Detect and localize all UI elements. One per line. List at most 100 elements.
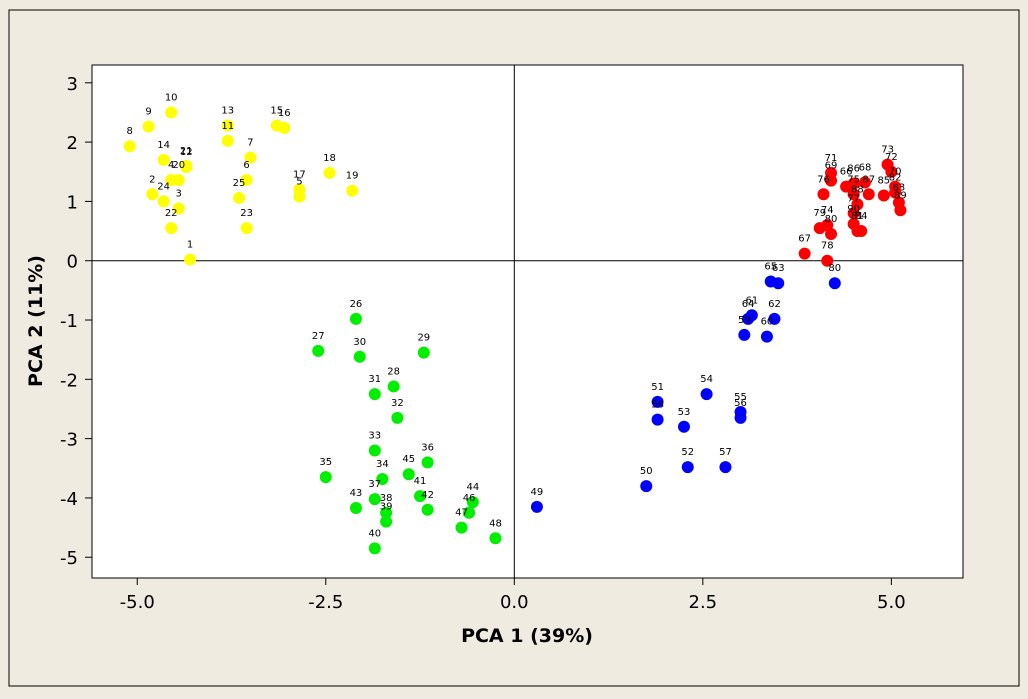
point-label-49: 49: [531, 487, 544, 498]
point-label-14: 14: [157, 140, 170, 151]
yellow-point-10: [165, 106, 178, 119]
blue-point-50: [640, 480, 653, 493]
point-label-2: 2: [149, 174, 155, 185]
red-point-68: [858, 176, 871, 189]
point-label-38: 38: [380, 493, 393, 504]
plot-area: [91, 64, 964, 579]
point-label-58: 58: [651, 400, 664, 411]
green-point-40: [368, 542, 381, 555]
point-label-65: 65: [764, 261, 777, 272]
point-label-86: 86: [847, 164, 860, 175]
green-point-34: [376, 472, 389, 485]
point-label-30: 30: [353, 337, 366, 348]
point-label-88: 88: [851, 184, 864, 195]
point-label-73: 73: [881, 145, 894, 156]
point-label-56: 56: [734, 398, 747, 409]
yellow-point-23: [240, 222, 253, 235]
green-point-30: [353, 350, 366, 363]
yellow-point-20: [172, 174, 185, 187]
point-label-63: 63: [772, 263, 785, 274]
green-point-27: [312, 344, 325, 357]
point-label-45: 45: [402, 454, 415, 465]
point-label-10: 10: [165, 92, 178, 103]
y-tick-label: -3: [60, 430, 78, 451]
point-label-77: 77: [847, 193, 860, 204]
point-label-62: 62: [768, 299, 781, 310]
point-label-25: 25: [233, 178, 246, 189]
green-point-36: [421, 456, 434, 469]
red-point-85: [877, 189, 890, 202]
point-label-43: 43: [350, 488, 363, 499]
point-label-22: 22: [165, 208, 178, 219]
green-point-46: [463, 506, 476, 519]
blue-point-53: [677, 420, 690, 433]
point-label-72: 72: [885, 152, 898, 163]
yellow-point-24: [157, 195, 170, 208]
red-point-67: [798, 247, 811, 260]
red-point-89: [894, 204, 907, 217]
point-label-23: 23: [240, 208, 253, 219]
point-label-70: 70: [889, 167, 902, 178]
yellow-point-16: [278, 121, 291, 134]
yellow-point-9: [142, 120, 155, 133]
red-point-84: [855, 225, 868, 238]
point-label-26: 26: [350, 299, 363, 310]
point-label-27: 27: [312, 331, 325, 342]
yellow-point-1: [184, 253, 197, 266]
point-label-31: 31: [368, 374, 381, 385]
yellow-point-2: [146, 188, 159, 201]
point-label-8: 8: [127, 126, 133, 137]
green-point-38: [380, 506, 393, 519]
point-label-36: 36: [421, 442, 434, 453]
blue-point-80: [828, 277, 841, 290]
red-point-80: [825, 228, 838, 241]
point-label-9: 9: [145, 107, 151, 118]
point-label-39: 39: [380, 502, 393, 513]
point-label-69: 69: [825, 161, 838, 172]
green-point-28: [387, 380, 400, 393]
point-label-17: 17: [293, 170, 306, 181]
point-label-47: 47: [455, 508, 468, 519]
yellow-point-8: [123, 140, 136, 153]
green-point-26: [349, 312, 362, 325]
point-label-84: 84: [855, 211, 868, 222]
point-label-32: 32: [391, 398, 404, 409]
green-point-29: [417, 346, 430, 359]
reference-lines: [92, 65, 963, 578]
point-label-75: 75: [847, 174, 860, 185]
point-label-59: 59: [738, 315, 751, 326]
red-point-78: [821, 254, 834, 267]
point-label-37: 37: [368, 479, 381, 490]
point-label-40: 40: [368, 528, 381, 539]
point-label-87: 87: [862, 174, 875, 185]
point-label-83: 83: [893, 183, 906, 194]
x-axis-title: PCA 1 (39%): [461, 625, 593, 647]
y-tick-label: 3: [67, 74, 78, 95]
point-label-13: 13: [221, 105, 234, 116]
point-label-4: 4: [168, 160, 174, 171]
blue-point-54: [700, 388, 713, 401]
point-label-46: 46: [463, 493, 476, 504]
green-point-32: [391, 411, 404, 424]
y-tick-label: -5: [60, 548, 78, 569]
blue-point-65: [764, 275, 777, 288]
yellow-point-21: [180, 159, 193, 172]
yellow-point-14: [157, 153, 170, 166]
point-label-53: 53: [678, 407, 691, 418]
green-point-35: [319, 471, 332, 484]
x-axis: -5.0 -2.5 0.0 2.5 5.0: [120, 578, 906, 613]
y-axis: 3 2 1 0 -1 -2 -3 -4 -5: [60, 74, 92, 569]
yellow-point-18: [323, 166, 336, 179]
blue-point-58: [651, 413, 664, 426]
green-point-42: [421, 503, 434, 516]
green-point-31: [368, 388, 381, 401]
green-point-37: [368, 493, 381, 506]
point-label-44: 44: [466, 482, 479, 493]
point-label-35: 35: [319, 457, 332, 468]
point-label-54: 54: [700, 374, 713, 385]
point-label-18: 18: [323, 153, 336, 164]
red-point-90: [847, 217, 860, 230]
y-tick-label: 0: [67, 252, 78, 273]
point-label-60: 60: [761, 317, 774, 328]
